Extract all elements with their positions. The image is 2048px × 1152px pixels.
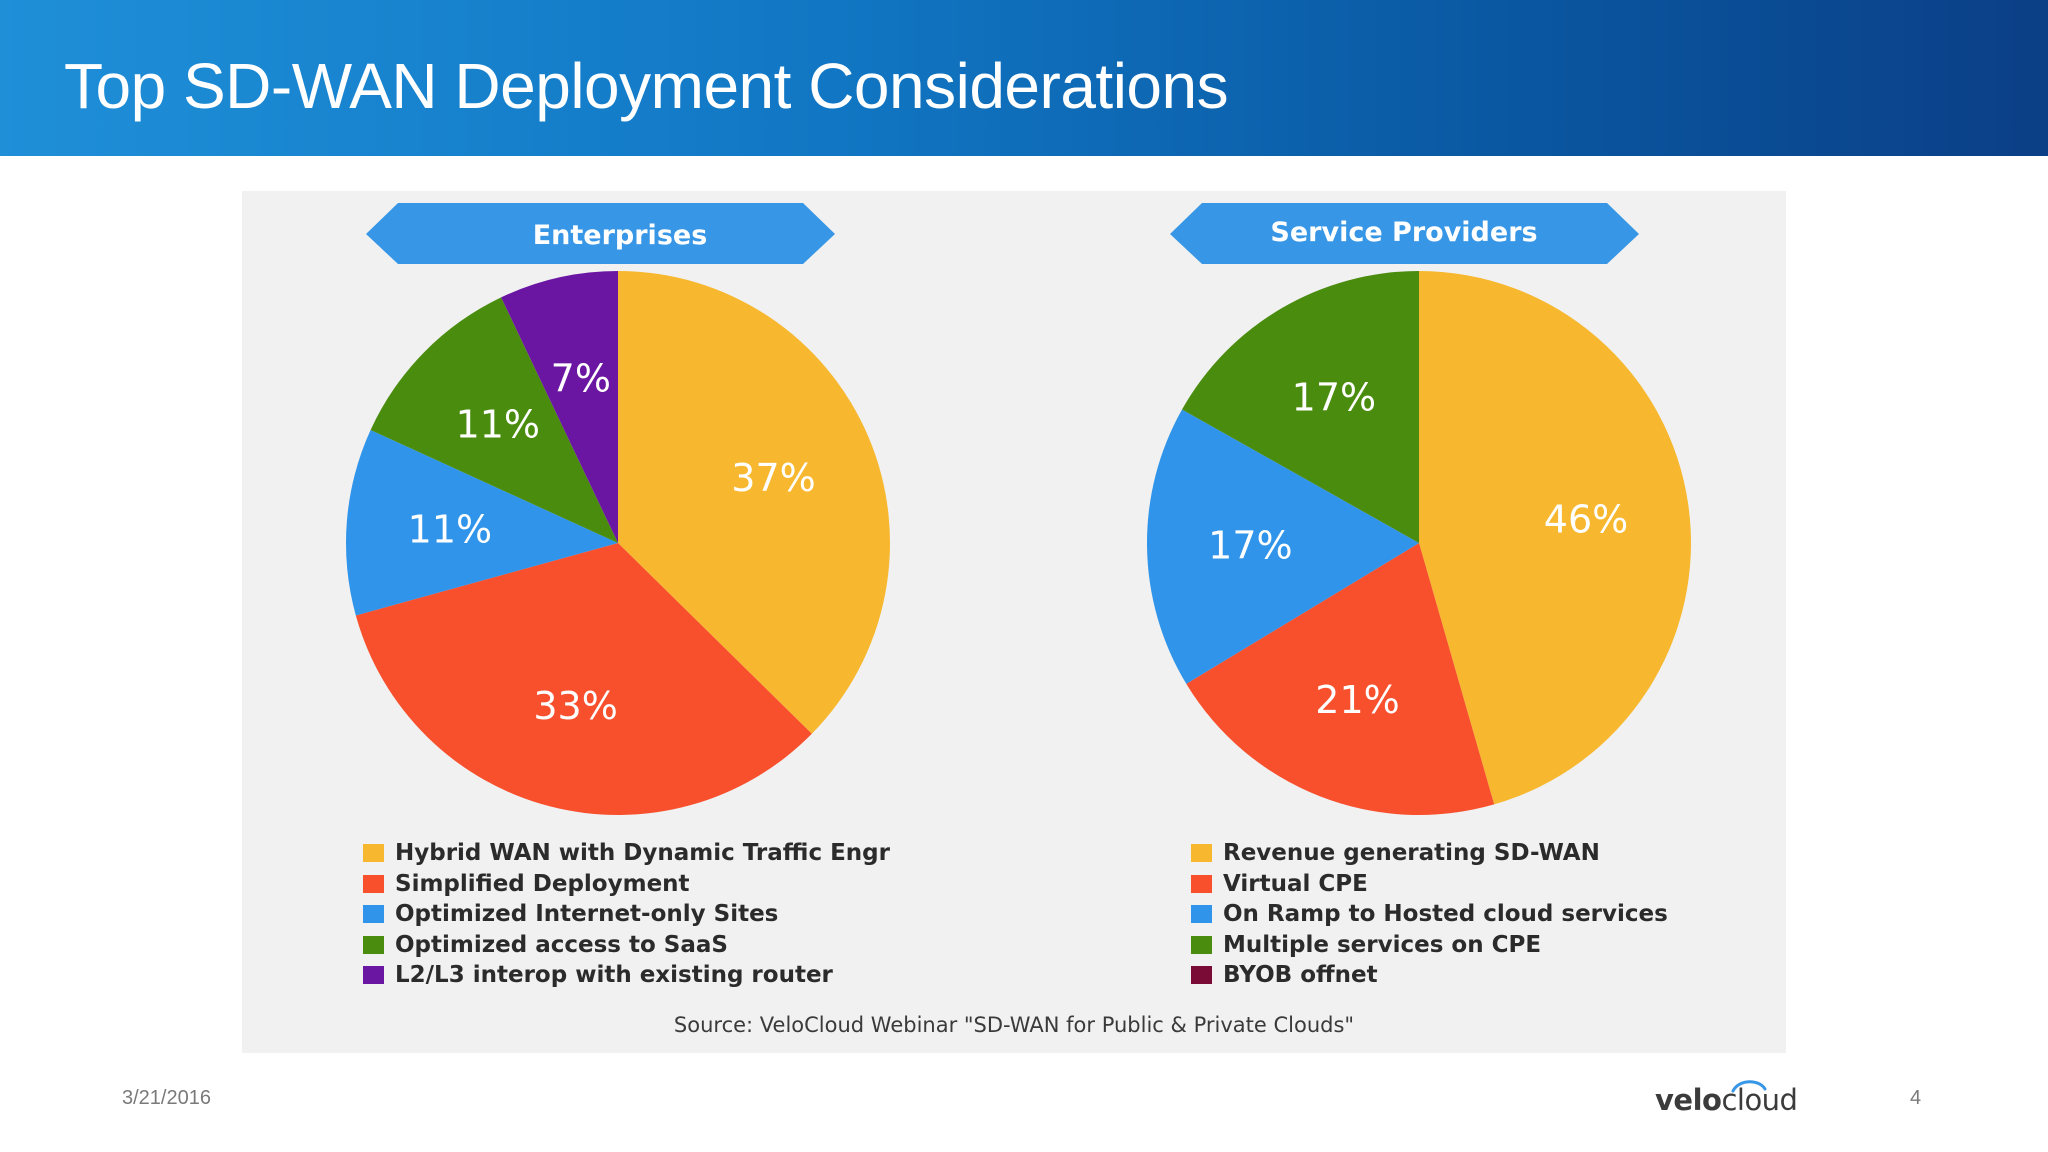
velocloud-logo: velocloud bbox=[1655, 1075, 1805, 1117]
enterprises-chart: Enterprises 37% 33% 11% 11% 7% Hybrid WAN wi… bbox=[242, 191, 1014, 1011]
enterprises-slice-label: 7% bbox=[551, 357, 611, 401]
source-note: Source: VeloCloud Webinar "SD-WAN for Pu… bbox=[673, 1013, 1355, 1037]
enterprises-slice-label: 11% bbox=[408, 508, 492, 552]
legend-label: Hybrid WAN with Dynamic Traffic Engr bbox=[395, 840, 890, 866]
logo-wordmark: velocloud bbox=[1655, 1083, 1798, 1117]
legend-swatch bbox=[1191, 905, 1212, 924]
legend-label: Revenue generating SD-WAN bbox=[1223, 840, 1600, 866]
enterprises-slice-hybrid-wan-with-dynamic-traffic-engr bbox=[618, 271, 890, 734]
legend-label: L2/L3 interop with existing router bbox=[395, 962, 833, 988]
legend-item: Virtual CPE bbox=[1191, 869, 1668, 900]
legend-item: Simplified Deployment bbox=[363, 869, 890, 900]
legend-item: Multiple services on CPE bbox=[1191, 930, 1668, 961]
service-providers-legend: Revenue generating SD-WAN Virtual CPE On R… bbox=[1191, 838, 1668, 991]
legend-swatch bbox=[1191, 966, 1212, 985]
legend-item: BYOB offnet bbox=[1191, 960, 1668, 991]
enterprises-slice-simplified-deployment bbox=[355, 543, 812, 816]
legend-label: On Ramp to Hosted cloud services bbox=[1223, 901, 1668, 927]
cloud-arc-icon bbox=[1731, 1080, 1767, 1093]
legend-item: Optimized Internet-only Sites bbox=[363, 899, 890, 930]
service-providers-slice-multiple-services-on-cpe bbox=[1182, 271, 1419, 543]
legend-label: Multiple services on CPE bbox=[1223, 931, 1542, 958]
slide-title: Top SD-WAN Deployment Considerations bbox=[64, 50, 1229, 122]
legend-swatch bbox=[1191, 844, 1212, 863]
legend-label: BYOB offnet bbox=[1223, 962, 1378, 988]
service-providers-pie: 46% 21% 17% 17% bbox=[1146, 271, 1691, 815]
legend-swatch bbox=[1191, 935, 1212, 954]
legend-label: Optimized Internet-only Sites bbox=[395, 901, 779, 927]
service-providers-slice-label: 17% bbox=[1292, 375, 1376, 419]
service-providers-chart: Service Providers 46% 21% 17% 17% Revenue g… bbox=[1014, 191, 1786, 1011]
legend-swatch bbox=[363, 966, 384, 985]
legend-swatch bbox=[363, 844, 384, 863]
legend-label: Virtual CPE bbox=[1223, 870, 1368, 897]
logo-velo: velo bbox=[1655, 1083, 1722, 1117]
enterprises-slice-optimized-access-to-saas bbox=[370, 297, 618, 543]
legend-swatch bbox=[363, 874, 384, 893]
service-providers-slice-on-ramp-to-hosted-cloud-services bbox=[1146, 409, 1419, 684]
legend-swatch bbox=[363, 935, 384, 954]
footer-date: 3/21/2016 bbox=[122, 1087, 211, 1109]
legend-item: Optimized access to SaaS bbox=[363, 930, 890, 961]
service-providers-slice-label: 46% bbox=[1544, 498, 1628, 542]
legend-item: Revenue generating SD-WAN bbox=[1191, 838, 1668, 869]
enterprises-pie: 37%33%11%11%7% bbox=[345, 271, 890, 816]
service-providers-slice-revenue-generating-sd-wan bbox=[1419, 271, 1691, 805]
page-number: 4 bbox=[1910, 1087, 1922, 1109]
service-providers-banner: Service Providers bbox=[1170, 203, 1639, 264]
legend-label: Optimized access to SaaS bbox=[395, 931, 728, 958]
chart-panel: Enterprises 37% 33% 11% 11% 7% Hybrid WAN wi… bbox=[242, 191, 1786, 1053]
enterprises-slice-label: 33% bbox=[533, 684, 617, 728]
title-bar: Top SD-WAN Deployment Considerations bbox=[0, 0, 2048, 156]
enterprises-slice-optimized-internet-only-sites bbox=[345, 430, 618, 616]
service-providers-banner-shape bbox=[1170, 203, 1639, 264]
service-providers-banner-label: Service Providers bbox=[1270, 217, 1537, 248]
legend-item: On Ramp to Hosted cloud services bbox=[1191, 899, 1668, 930]
enterprises-slice-label: 37% bbox=[731, 456, 815, 500]
service-providers-slice-label: 17% bbox=[1208, 524, 1292, 568]
legend-swatch bbox=[1191, 874, 1212, 893]
enterprises-banner-label: Enterprises bbox=[533, 220, 708, 251]
legend-item: L2/L3 interop with existing router bbox=[363, 960, 890, 991]
enterprises-slice-l2-l3-interop-with-existing-router bbox=[501, 271, 618, 543]
enterprises-pie-chart: Enterprises 37%33%11%11%7% bbox=[345, 203, 890, 816]
enterprises-slice-label: 11% bbox=[456, 403, 540, 447]
service-providers-slice-virtual-cpe bbox=[1186, 543, 1495, 815]
legend-swatch bbox=[363, 905, 384, 924]
logo-cloud: cloud bbox=[1721, 1083, 1798, 1117]
service-providers-pie-chart: Service Providers 46% 21% 17% 17% bbox=[1146, 203, 1691, 815]
enterprises-banner: Enterprises bbox=[366, 203, 835, 264]
legend-item: Hybrid WAN with Dynamic Traffic Engr bbox=[363, 838, 890, 869]
service-providers-slice-label: 21% bbox=[1315, 678, 1399, 722]
enterprises-legend: Hybrid WAN with Dynamic Traffic Engr Simp… bbox=[363, 838, 890, 991]
enterprises-banner-shape bbox=[366, 203, 835, 264]
legend-label: Simplified Deployment bbox=[395, 870, 690, 897]
